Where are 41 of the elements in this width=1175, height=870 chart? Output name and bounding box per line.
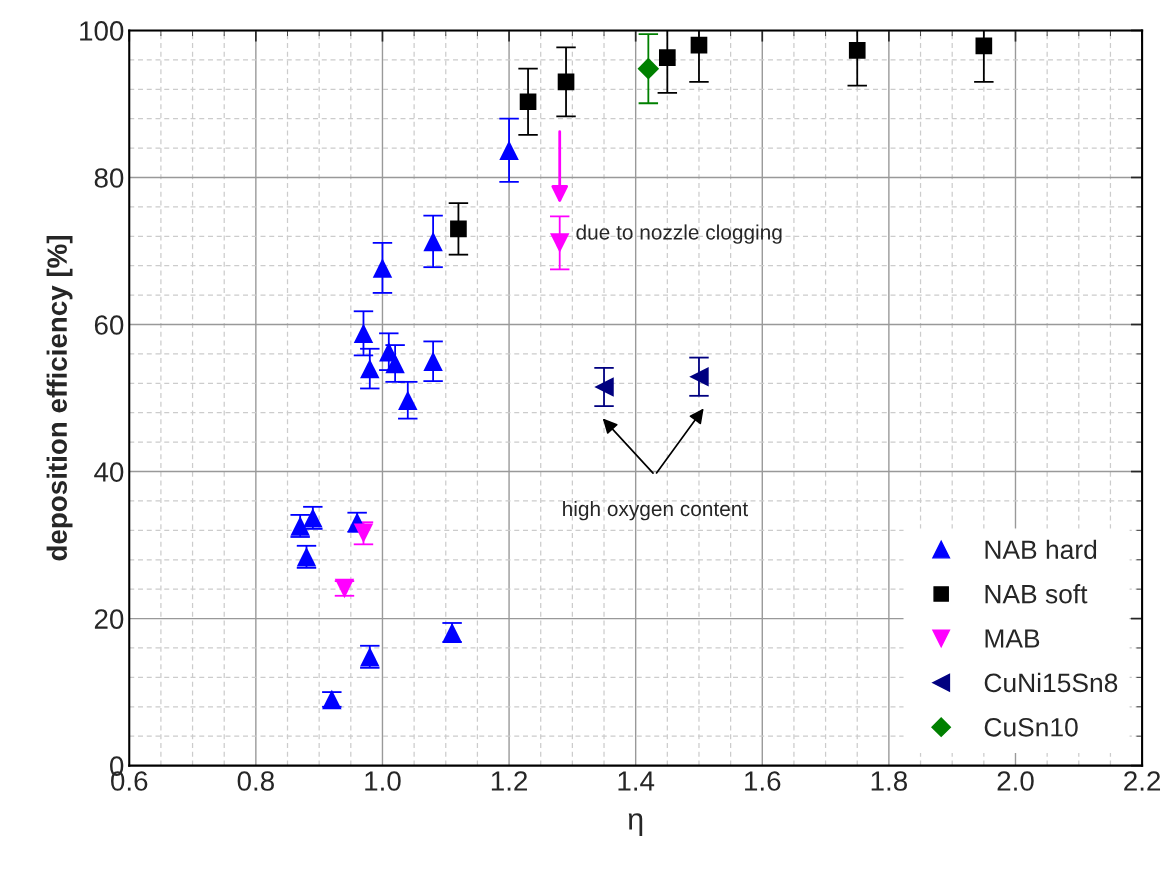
point	[398, 390, 418, 410]
y-tick-label: 20	[94, 609, 124, 629]
point	[385, 353, 405, 374]
legend-label: NAB soft	[985, 584, 1088, 604]
annotation: high oxygen content	[563, 500, 749, 521]
y-tick-label: 60	[94, 315, 124, 335]
y-tick-label: 40	[94, 462, 124, 482]
legend-label: NAB hard	[985, 539, 1097, 560]
x-tick-label: 1.6	[745, 771, 781, 791]
x-tick-label: 1.4	[618, 771, 655, 791]
point	[450, 220, 467, 238]
x-tick-label: 1.2	[491, 771, 527, 791]
point	[360, 358, 380, 379]
legend-label: MAB	[985, 629, 1040, 648]
point	[549, 233, 570, 253]
point	[689, 366, 709, 387]
point	[423, 231, 443, 252]
point	[519, 93, 537, 111]
y-tick-label: 100	[80, 21, 124, 41]
point	[848, 41, 866, 59]
point	[557, 73, 575, 91]
x-tick-label: 2.0	[997, 771, 1034, 791]
y-axis-title: deposition efficiency [%]	[46, 235, 73, 561]
x-tick-label: 1.0	[365, 771, 401, 791]
point	[372, 258, 393, 278]
point	[975, 37, 993, 55]
point	[690, 36, 708, 54]
point	[423, 351, 443, 371]
point	[658, 49, 676, 66]
point	[499, 140, 519, 160]
x-axis-title: η	[628, 813, 643, 836]
point	[353, 323, 374, 344]
legend-label: CuSn10	[984, 717, 1078, 737]
point	[594, 377, 614, 397]
x-tick-label: 2.2	[1124, 771, 1161, 791]
point	[637, 57, 660, 80]
annotation: due to nozzle clogging	[576, 224, 782, 244]
y-tick-label: 80	[94, 168, 124, 188]
x-tick-label: 0.8	[237, 771, 274, 791]
legend-label: CuNi15Sn8	[984, 672, 1118, 693]
x-tick-label: 1.8	[871, 771, 907, 791]
